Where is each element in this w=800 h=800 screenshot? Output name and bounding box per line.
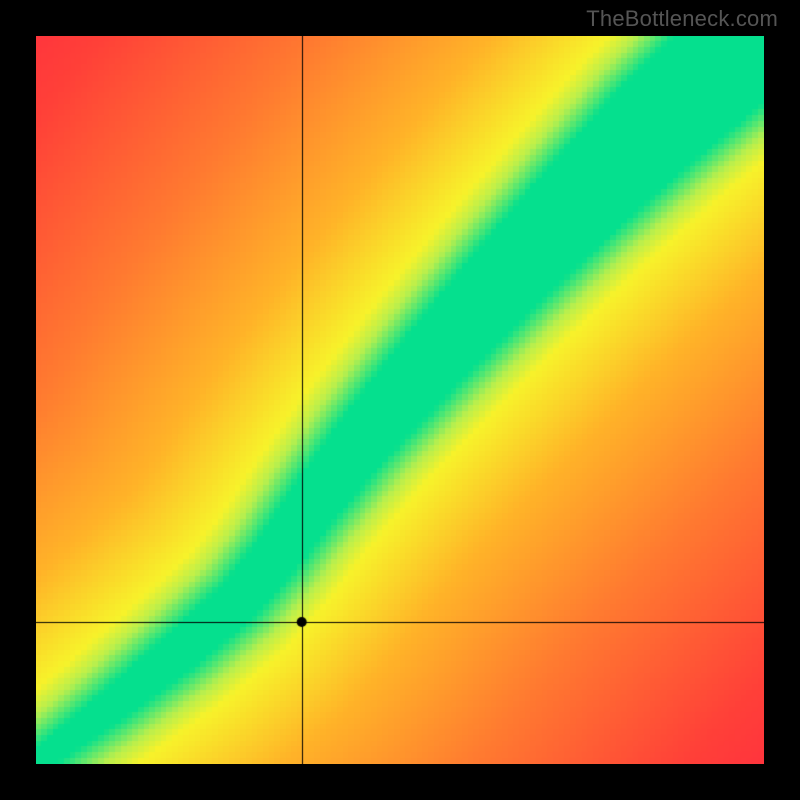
- watermark-text: TheBottleneck.com: [586, 6, 778, 32]
- plot-outer-frame: [0, 0, 800, 800]
- crosshair-overlay: [36, 36, 764, 764]
